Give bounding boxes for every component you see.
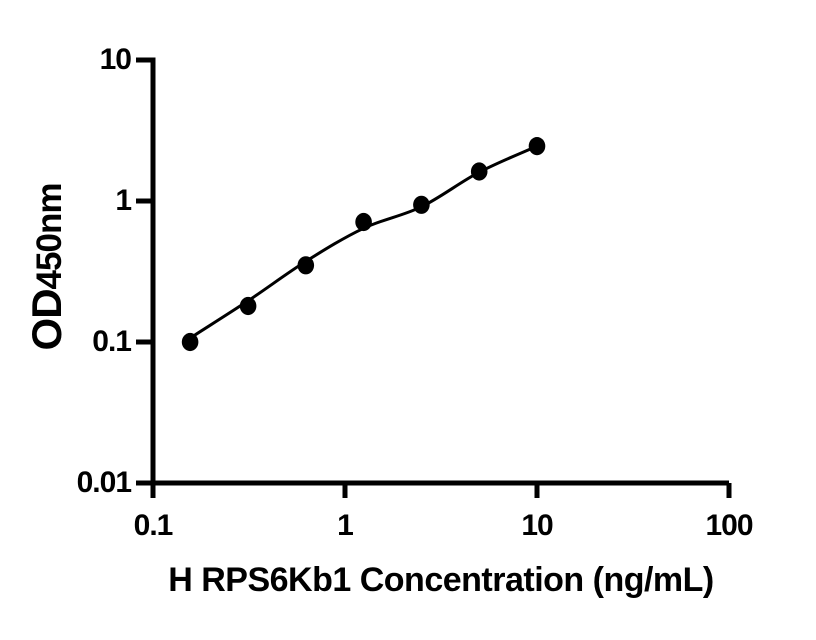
y-tick-label: 1 xyxy=(115,184,132,217)
x-tick-label: 100 xyxy=(705,509,753,542)
x-tick-label: 0.1 xyxy=(133,509,174,542)
data-point xyxy=(297,256,315,275)
x-tick-label: 1 xyxy=(337,509,354,542)
data-point xyxy=(355,212,372,232)
data-point xyxy=(528,137,546,156)
data-point xyxy=(413,195,430,214)
y-tick-label: 0.1 xyxy=(92,325,132,358)
data-point xyxy=(470,162,488,181)
x-tick-label: 10 xyxy=(521,509,553,542)
x-axis-title: H RPS6Kb1 Concentration (ng/mL) xyxy=(168,561,714,599)
y-tick-label: 10 xyxy=(99,43,132,76)
y-tick-label: 0.01 xyxy=(76,466,132,499)
axes-spine xyxy=(150,57,729,486)
data-point xyxy=(239,296,257,316)
data-point xyxy=(181,332,199,352)
